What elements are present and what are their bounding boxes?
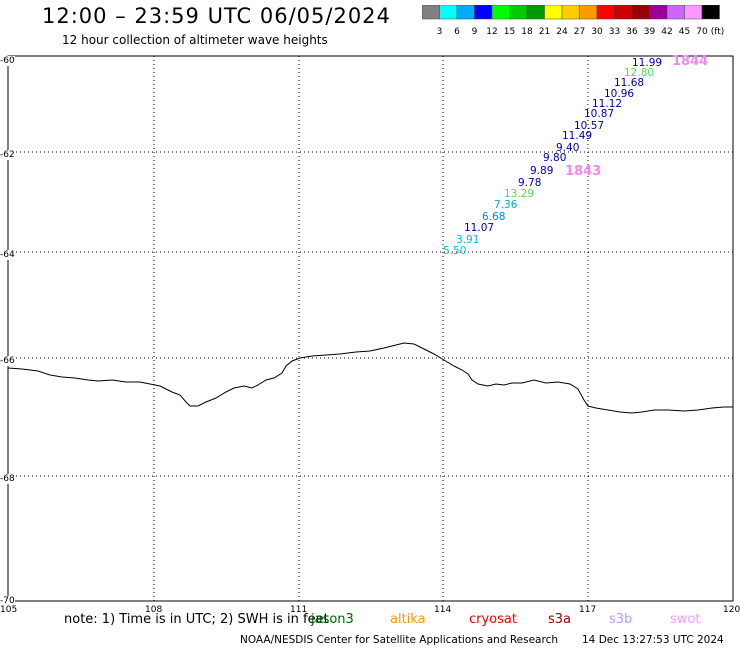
wave-height-label: 11.99 — [632, 57, 662, 69]
satellite-legend-item: altika — [390, 612, 426, 627]
color-scale-label: 36 — [626, 27, 638, 37]
footer-note: note: 1) Time is in UTC; 2) SWH is in fe… — [64, 612, 329, 627]
pass-labels: 1844 1843 — [565, 54, 708, 179]
satellite-legend-item: jason3 — [311, 612, 354, 627]
color-scale-unit: (ft) — [710, 27, 725, 37]
color-scale-label: 6 — [454, 27, 460, 37]
wave-height-label: 3.91 — [456, 234, 479, 246]
satellite-legend-item: s3b — [609, 612, 633, 627]
wave-height-label: 11.12 — [592, 98, 622, 110]
satellite-legend-item: swot — [670, 612, 701, 627]
color-scale-label: 9 — [471, 27, 478, 37]
graticule — [8, 56, 733, 601]
latitude-label: -68 — [0, 474, 15, 484]
longitude-label: 108 — [145, 605, 163, 615]
page-title: 12:00 – 23:59 UTC 06/05/2024 — [42, 4, 391, 28]
latitude-label: -66 — [0, 356, 15, 366]
color-scale-label: 3 — [436, 27, 443, 37]
color-scale-label: 27 — [573, 27, 586, 37]
wave-height-label: 9.78 — [518, 177, 541, 189]
latitude-label: -64 — [0, 250, 15, 260]
wave-height-label: 10.57 — [574, 120, 604, 132]
wave-height-label: 13.29 — [504, 188, 534, 200]
color-scale-label: 15 — [503, 27, 516, 37]
color-scale-legend: 3 6 9 12 15 18 21 24 27 30 33 36 39 42 45 70 (ft) — [421, 4, 732, 37]
longitude-label: 105 — [0, 605, 18, 615]
color-swatch — [701, 4, 720, 20]
color-scale-label: 70 — [696, 27, 708, 37]
longitude-label: 120 — [723, 605, 740, 615]
wave-height-label: 12.80 — [624, 67, 654, 79]
color-scale-label: 21 — [538, 27, 551, 37]
wave-height-label: 9.80 — [543, 152, 566, 164]
pass-time-label: 1844 — [672, 54, 708, 69]
wave-height-label: 6.68 — [482, 211, 505, 223]
credit-line: NOAA/NESDIS Center for Satellite Applica… — [240, 634, 558, 646]
generated-timestamp: 14 Dec 13:27:53 UTC 2024 — [582, 634, 724, 646]
color-scale-label: 33 — [608, 27, 621, 37]
longitude-label: 114 — [434, 605, 452, 615]
color-scale-label: 39 — [643, 27, 656, 37]
wave-height-label: 9.40 — [556, 142, 579, 154]
antarctic-coastline — [7, 342, 733, 414]
wave-height-label: 9.89 — [530, 165, 553, 177]
map-frame — [7, 55, 734, 602]
color-scale-label: 42 — [661, 27, 673, 37]
color-scale-label: 45 — [678, 27, 691, 37]
color-scale-label: 30 — [591, 27, 603, 37]
wave-height-label: 11.49 — [562, 130, 592, 142]
latitude-label: -62 — [0, 150, 15, 160]
wave-height-label: 10.87 — [584, 108, 614, 120]
latitude-label: -60 — [0, 56, 15, 66]
satellite-legend-item: cryosat — [469, 612, 517, 627]
color-scale-label: 12 — [486, 27, 498, 37]
color-scale-label: 18 — [521, 27, 533, 37]
wave-height-label: 10.96 — [604, 88, 634, 100]
wave-height-label: 11.07 — [464, 222, 494, 234]
latitude-label: -70 — [0, 596, 15, 606]
altimeter-observations: 11.9912.8011.6810.9611.1210.8710.5711.49… — [443, 57, 662, 257]
satellite-legend-item: s3a — [548, 612, 572, 627]
wave-height-label: 5.50 — [443, 245, 466, 257]
wave-height-label: 7.36 — [494, 199, 518, 211]
page-subtitle: 12 hour collection of altimeter wave hei… — [62, 33, 328, 47]
wave-height-label: 11.68 — [614, 77, 644, 89]
longitude-label: 117 — [579, 605, 597, 615]
pass-time-label: 1843 — [565, 164, 601, 179]
color-scale-swatches — [421, 4, 720, 20]
color-scale-label: 24 — [556, 27, 568, 37]
longitude-label: 111 — [290, 605, 308, 615]
